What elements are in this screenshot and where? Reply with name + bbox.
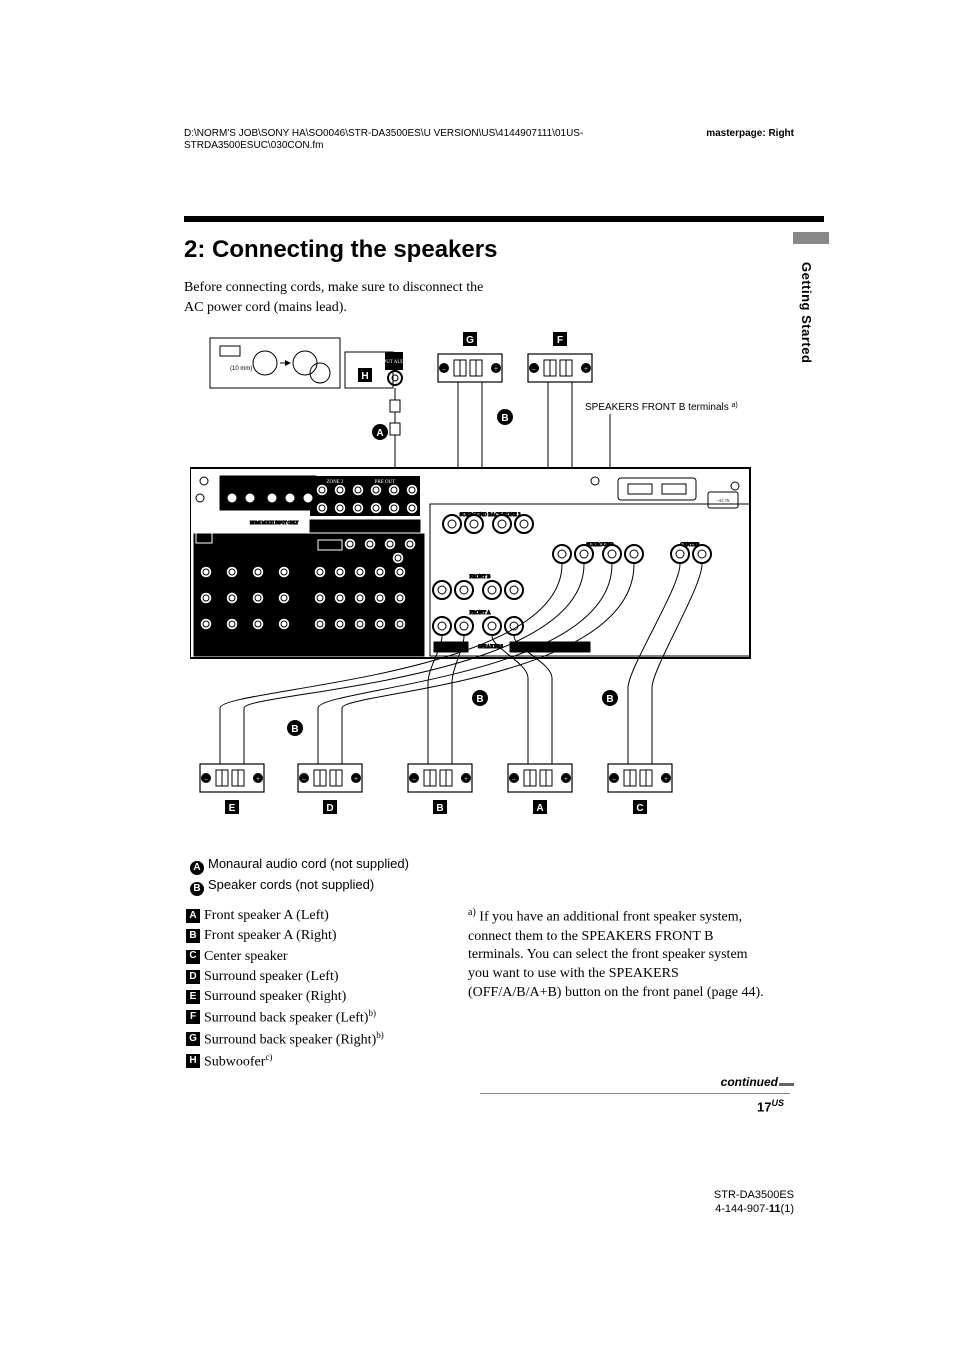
callout-F: F	[557, 335, 563, 346]
svg-text:B: B	[476, 694, 483, 705]
legend-B-icon: B	[190, 882, 204, 896]
callout-E: E	[229, 803, 236, 814]
svg-text:FRONT B: FRONT B	[470, 575, 492, 580]
svg-text:A: A	[376, 428, 383, 439]
svg-text:IR REMOTE: IR REMOTE	[279, 480, 301, 485]
bottom-speakers	[200, 764, 672, 792]
svg-text:B: B	[501, 413, 508, 424]
section-tab-label: Getting Started	[799, 262, 814, 363]
key-G: Surround back speaker (Right)b)	[204, 1029, 384, 1051]
callout-G: G	[466, 335, 474, 346]
receiver-rear-panel: ~AC IN ZONE 2 PRE OUT VIDEO IN	[190, 468, 750, 658]
svg-text:VIDEO 1: VIDEO 1	[276, 649, 296, 654]
key-A-icon: A	[186, 909, 200, 923]
key-B: Front speaker A (Right)	[204, 926, 337, 946]
svg-text:MULTI CHANNEL INPUT: MULTI CHANNEL INPUT	[332, 649, 388, 654]
svg-text:VIDEO IN: VIDEO IN	[196, 560, 214, 565]
legend-A-text: Monaural audio cord (not supplied)	[208, 856, 409, 871]
key-D: Surround speaker (Left)	[204, 967, 339, 987]
key-A: Front speaker A (Left)	[204, 906, 329, 926]
svg-text:B: B	[291, 724, 298, 735]
svg-text:(10 mm): (10 mm)	[230, 366, 252, 372]
footer-model: STR-DA3500ES 4-144-907-11(1)	[714, 1188, 794, 1217]
svg-text:HDMI MULTI INPUT ONLY: HDMI MULTI INPUT ONLY	[250, 520, 298, 525]
key-F: Surround back speaker (Left)b)	[204, 1007, 376, 1029]
svg-text:B: B	[606, 694, 613, 705]
svg-text:SAT: SAT	[204, 649, 213, 654]
key-H: Subwooferc)	[204, 1051, 272, 1073]
key-E: Surround speaker (Right)	[204, 987, 346, 1007]
svg-text:TRIGGER OUT: TRIGGER OUT	[232, 480, 259, 485]
continued-underline	[480, 1093, 790, 1094]
top-rule	[184, 216, 824, 222]
svg-text:INPUT AUDIO: INPUT AUDIO	[378, 360, 410, 365]
speaker-key-list: A Front speaker A (Left) B Front speaker A…	[186, 906, 384, 1073]
svg-text:~AC IN: ~AC IN	[717, 498, 730, 503]
key-H-icon: H	[186, 1054, 200, 1068]
svg-text:BD: BD	[240, 649, 247, 654]
cable-legend: A Monaural audio cord (not supplied) B Spe…	[190, 854, 409, 896]
key-B-icon: B	[186, 929, 200, 943]
callout-H: H	[361, 371, 368, 382]
intro-text: Before connecting cords, make sure to di…	[184, 278, 484, 317]
svg-text:FRONT A: FRONT A	[470, 611, 491, 616]
svg-text:IMPEDANCE USE 4-8Ω: IMPEDANCE USE 4-8Ω	[529, 646, 570, 651]
callout-C: C	[636, 803, 643, 814]
section-title: 2: Connecting the speakers	[184, 236, 497, 264]
continued-rule	[779, 1083, 794, 1086]
key-F-icon: F	[186, 1010, 200, 1024]
svg-text:ASSIGNABLE INPUT ONLY: ASSIGNABLE INPUT ONLY	[345, 584, 394, 589]
masterpage-label: masterpage: Right	[706, 128, 794, 139]
svg-text:EX: EX	[202, 537, 207, 542]
key-G-icon: G	[186, 1032, 200, 1046]
continued-label: continued	[721, 1075, 778, 1089]
legend-B-text: Speaker cords (not supplied)	[208, 877, 374, 892]
callout-A: A	[536, 803, 543, 814]
key-D-icon: D	[186, 970, 200, 984]
page-number: 17US	[757, 1098, 784, 1114]
footnote-a: a) If you have an additional front speak…	[468, 906, 768, 1003]
key-C: Center speaker	[204, 947, 288, 967]
key-E-icon: E	[186, 990, 200, 1004]
wiring-diagram: (10 mm) – +	[190, 328, 770, 838]
callout-D: D	[326, 803, 333, 814]
svg-text:COMPONENT VIDEO: COMPONENT VIDEO	[341, 526, 389, 531]
legend-A-icon: A	[190, 861, 204, 875]
callout-B: B	[436, 803, 443, 814]
header-file-path: D:\NORM'S JOB\SONY HA\SO0046\STR-DA3500E…	[184, 128, 624, 152]
side-tab-marker	[793, 232, 829, 244]
key-C-icon: C	[186, 950, 200, 964]
speakers-front-b-label: SPEAKERS FRONT B terminals a)	[585, 402, 738, 414]
